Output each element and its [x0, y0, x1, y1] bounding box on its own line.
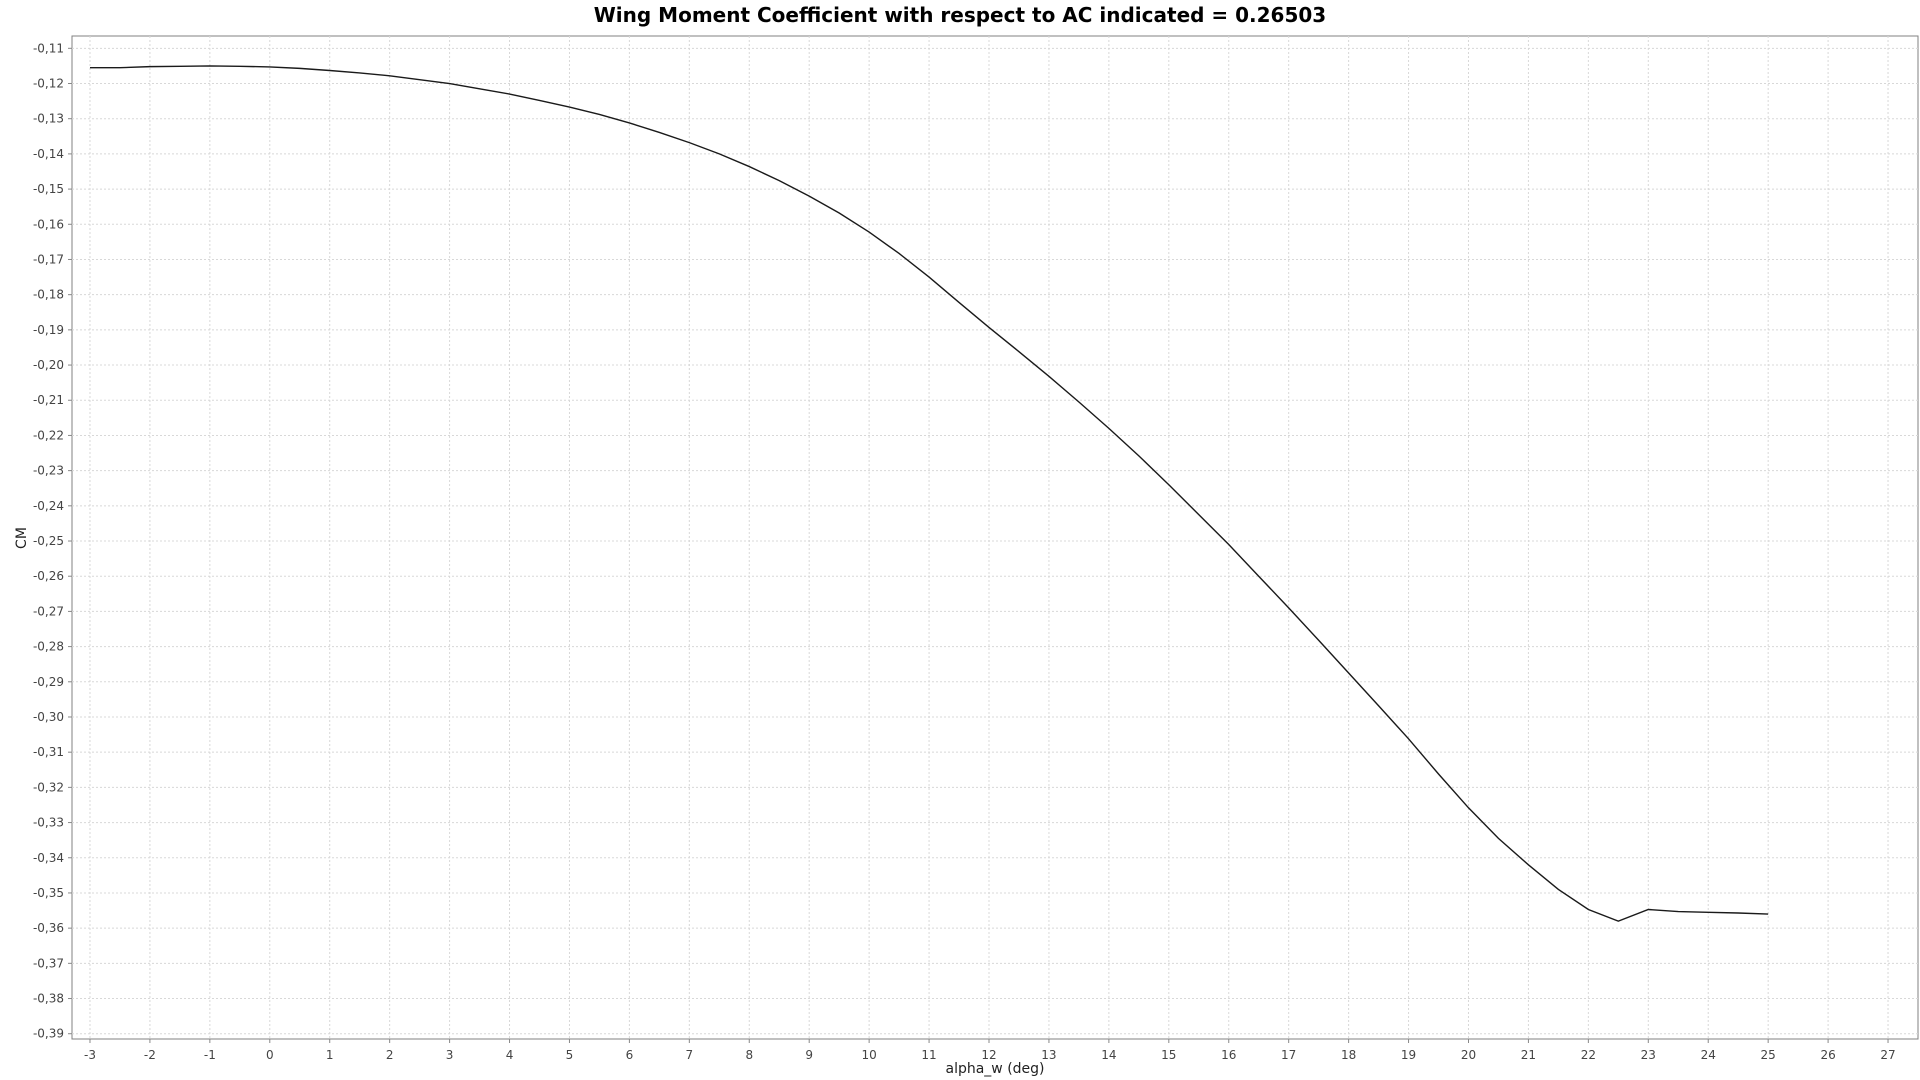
chart-title: Wing Moment Coefficient with respect to …: [594, 3, 1326, 27]
y-axis-label: CM: [14, 527, 30, 549]
y-tick-label: -0,31: [33, 745, 64, 759]
x-tick-label: 5: [566, 1048, 574, 1062]
x-tick-label: 21: [1521, 1048, 1536, 1062]
y-tick-label: -0,39: [33, 1027, 64, 1041]
x-tick-label: 16: [1221, 1048, 1236, 1062]
x-tick-label: 2: [386, 1048, 394, 1062]
y-tick-label: -0,20: [33, 358, 64, 372]
x-tick-label: 22: [1581, 1048, 1596, 1062]
x-tick-label: 27: [1880, 1048, 1895, 1062]
y-tick-label: -0,21: [33, 393, 64, 407]
x-tick-label: 4: [506, 1048, 514, 1062]
grid-lines: [72, 36, 1918, 1039]
x-tick-label: 18: [1341, 1048, 1356, 1062]
y-tick-label: -0,30: [33, 710, 64, 724]
x-tick-label: 20: [1461, 1048, 1476, 1062]
y-tick-label: -0,17: [33, 252, 64, 266]
y-tick-label: -0,34: [33, 851, 64, 865]
x-tick-label: -1: [204, 1048, 216, 1062]
y-tick-label: -0,29: [33, 675, 64, 689]
x-tick-label: -3: [84, 1048, 96, 1062]
y-tick-label: -0,35: [33, 886, 64, 900]
y-tick-label: -0,27: [33, 604, 64, 618]
x-tick-label: 15: [1161, 1048, 1176, 1062]
y-tick-label: -0,18: [33, 288, 64, 302]
x-tick-label: 3: [446, 1048, 454, 1062]
x-tick-label: 1: [326, 1048, 334, 1062]
y-tick-label: -0,33: [33, 816, 64, 830]
y-tick-label: -0,14: [33, 147, 64, 161]
series-group: [89, 65, 1769, 922]
y-tick-label: -0,38: [33, 992, 64, 1006]
x-tick-label: 6: [626, 1048, 634, 1062]
x-tick-label: 8: [745, 1048, 753, 1062]
y-tick-label: -0,24: [33, 499, 64, 513]
y-tick-label: -0,11: [33, 41, 64, 55]
x-tick-label: 26: [1820, 1048, 1835, 1062]
y-tick-label: -0,12: [33, 77, 64, 91]
y-tick-label: -0,28: [33, 640, 64, 654]
y-tick-label: -0,13: [33, 112, 64, 126]
x-tick-label: 13: [1041, 1048, 1056, 1062]
y-tick-label: -0,36: [33, 921, 64, 935]
y-tick-label: -0,19: [33, 323, 64, 337]
y-tick-label: -0,37: [33, 956, 64, 970]
x-tick-label: 0: [266, 1048, 274, 1062]
x-tick-label: 17: [1281, 1048, 1296, 1062]
x-tick-label: 9: [805, 1048, 813, 1062]
y-tick-label: -0,15: [33, 182, 64, 196]
y-tick-label: -0,26: [33, 569, 64, 583]
x-tick-label: 24: [1701, 1048, 1716, 1062]
x-tick-label: 10: [861, 1048, 876, 1062]
x-axis-label: alpha_w (deg): [945, 1061, 1044, 1077]
x-tick-label: -2: [144, 1048, 156, 1062]
y-tick-label: -0,25: [33, 534, 64, 548]
cm-series-line: [89, 65, 1769, 922]
x-tick-label: 23: [1641, 1048, 1656, 1062]
y-axis-ticks: -0,11 -0,12 -0,13 -0,14 -0,15 -0,16 -0,17 -0,18…: [33, 41, 72, 1041]
x-tick-label: 7: [686, 1048, 694, 1062]
x-tick-label: 11: [921, 1048, 936, 1062]
x-tick-label: 14: [1101, 1048, 1116, 1062]
y-tick-label: -0,22: [33, 428, 64, 442]
plot-area: [71, 35, 1919, 1040]
x-axis-ticks: -3 -2 -1 0 1 2 3 4 5 6 7 8 9 10 11 12 13 14 15 16 17 18 19 20 21…: [84, 1039, 1896, 1062]
y-tick-label: -0,16: [33, 217, 64, 231]
x-tick-label: 25: [1761, 1048, 1776, 1062]
y-tick-label: -0,32: [33, 780, 64, 794]
y-tick-label: -0,23: [33, 464, 64, 478]
x-tick-label: 19: [1401, 1048, 1416, 1062]
x-tick-label: 12: [981, 1048, 996, 1062]
